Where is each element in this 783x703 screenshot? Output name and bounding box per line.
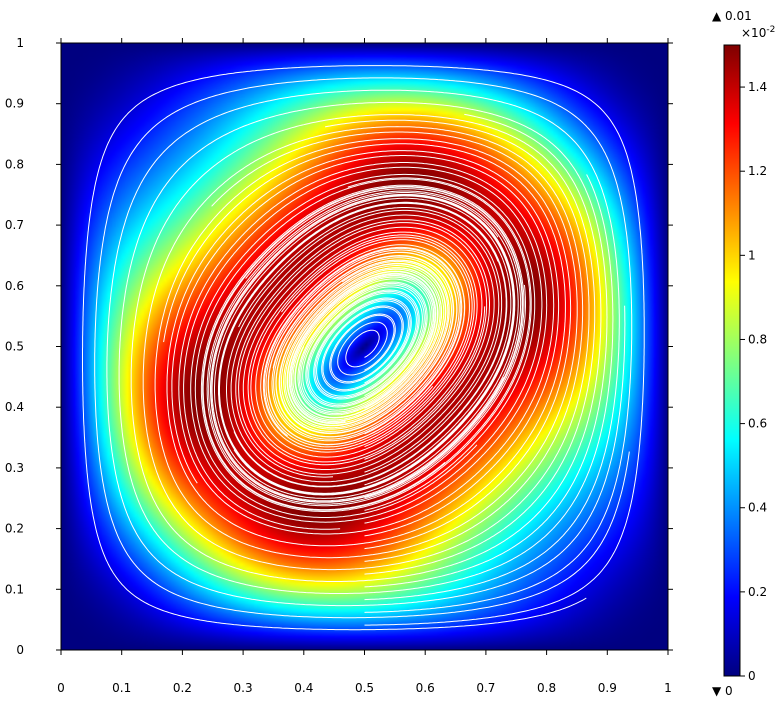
streamline — [171, 155, 555, 535]
streamline — [210, 194, 515, 503]
streamline — [82, 65, 645, 631]
streamline — [230, 207, 503, 483]
x-tick-label: 0.5 — [355, 681, 374, 695]
max-value-marker: ▲ 0.01 — [712, 9, 752, 23]
y-tick-label: 0.5 — [5, 340, 24, 354]
streamline — [235, 219, 490, 478]
x-tick-label: 1 — [664, 681, 672, 695]
streamline — [211, 188, 522, 502]
x-tick-label: 0.6 — [416, 681, 435, 695]
x-tick-label: 0.3 — [234, 681, 253, 695]
streamline — [154, 131, 578, 559]
axes: 0 0.1 0.2 0.3 0.4 0.5 0.6 0.7 0.8 0.9 1 0 0.1 0.2 0.3 0… — [5, 36, 673, 695]
colorbar-tick-label: 0.4 — [748, 501, 767, 515]
colorbar — [723, 44, 741, 677]
colorbar-tick-label: 0.6 — [748, 417, 767, 431]
y-tick-label: 0.9 — [5, 97, 24, 111]
streamline — [194, 178, 531, 518]
streamline — [142, 119, 590, 571]
x-tick-label: 0.9 — [598, 681, 617, 695]
streamline — [247, 231, 486, 466]
y-tick-label: 0.4 — [5, 400, 24, 414]
colorbar-exponent: ×10-2 — [741, 25, 775, 40]
streamline — [206, 190, 526, 507]
streamline — [163, 143, 566, 547]
y-tick-label: 0 — [16, 643, 24, 657]
y-tick-label: 0.1 — [5, 582, 24, 596]
x-tick-label: 0.1 — [112, 681, 131, 695]
y-tick-label: 0.6 — [5, 279, 24, 293]
streamlines — [82, 65, 645, 631]
x-tick-label: 0.8 — [537, 681, 556, 695]
x-tick-label: 0 — [57, 681, 65, 695]
streamline — [183, 166, 543, 530]
streamline — [106, 89, 626, 607]
colorbar-tick-label: 1 — [748, 248, 756, 262]
streamline — [200, 177, 532, 512]
x-tick-label: 0.7 — [476, 681, 495, 695]
streamline — [267, 251, 466, 446]
colorbar-tick-label: 0 — [748, 669, 756, 683]
colorbar-tick-label: 0.8 — [748, 332, 767, 346]
colorbar-tick-label: 0.2 — [748, 585, 767, 599]
x-tick-label: 0.4 — [294, 681, 313, 695]
y-tick-label: 0.8 — [5, 157, 24, 171]
colorbar-tick-label: 1.2 — [748, 164, 767, 178]
colorbar-ticks: 0 0.2 0.4 0.6 0.8 1 1.2 1.4 — [740, 80, 767, 683]
colorbar-tick-label: 1.4 — [748, 80, 767, 94]
streamline — [130, 113, 602, 582]
streamline — [284, 260, 449, 429]
x-tick-label: 0.2 — [173, 681, 192, 695]
y-tick-label: 0.7 — [5, 218, 24, 232]
streamline — [118, 101, 614, 594]
y-tick-label: 0.3 — [5, 461, 24, 475]
heatmap-field — [61, 43, 668, 650]
min-value-marker: ▼ 0 — [712, 684, 733, 698]
streamline — [202, 186, 523, 511]
y-tick-label: 0.2 — [5, 522, 24, 536]
y-tick-label: 1 — [16, 36, 24, 50]
streamline — [94, 77, 633, 619]
streamline — [263, 247, 462, 442]
streamline — [289, 273, 436, 424]
streamline — [265, 249, 460, 448]
